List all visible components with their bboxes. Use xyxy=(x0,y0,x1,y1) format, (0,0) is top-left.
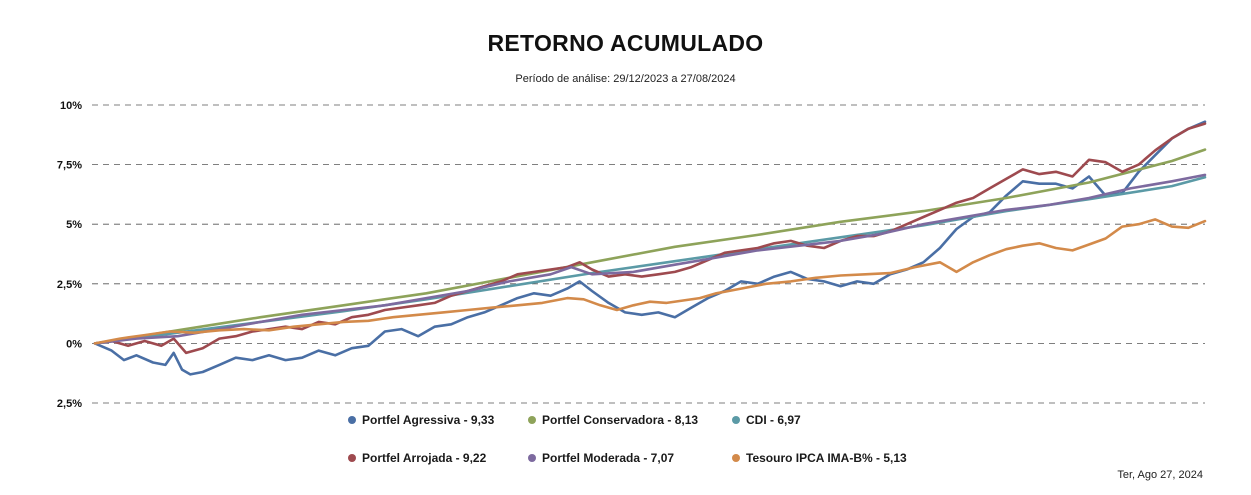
y-tick-label: 2,5% xyxy=(57,398,82,410)
series-line-1[interactable] xyxy=(93,148,1207,345)
legend-label: Portfel Arrojada - 9,22 xyxy=(362,451,487,465)
y-axis-ticks: 10% 7,5% 5% 2,5% 0% 2,5% xyxy=(57,100,82,410)
legend-item-cdi[interactable]: CDI - 6,97 xyxy=(732,413,801,427)
series-line-2[interactable] xyxy=(93,175,1207,345)
y-tick-label: 0% xyxy=(66,338,82,350)
y-tick-label: 2,5% xyxy=(57,279,82,291)
series-line-4[interactable] xyxy=(93,173,1207,345)
footer-date: Ter, Ago 27, 2024 xyxy=(1117,469,1203,481)
legend-item-tesouro-ipca[interactable]: Tesouro IPCA IMA-B% - 5,13 xyxy=(732,451,907,465)
legend-dot-icon xyxy=(528,454,536,462)
grid-lines xyxy=(92,104,1205,404)
legend-label: Portfel Moderada - 7,07 xyxy=(542,451,675,465)
legend-item-portfel-agressiva[interactable]: Portfel Agressiva - 9,33 xyxy=(348,413,494,427)
legend-item-portfel-conservadora[interactable]: Portfel Conservadora - 8,13 xyxy=(528,413,698,427)
chart-title: RETORNO ACUMULADO xyxy=(487,30,764,56)
legend-label: Tesouro IPCA IMA-B% - 5,13 xyxy=(746,451,907,465)
series-line-3[interactable] xyxy=(93,122,1207,355)
legend-dot-icon xyxy=(348,416,356,424)
series-line-5[interactable] xyxy=(93,218,1207,345)
legend-item-portfel-arrojada[interactable]: Portfel Arrojada - 9,22 xyxy=(348,451,486,465)
legend-dot-icon xyxy=(732,454,740,462)
legend-dot-icon xyxy=(348,454,356,462)
y-tick-label: 5% xyxy=(66,219,82,231)
legend-dot-icon xyxy=(528,416,536,424)
legend-label: Portfel Conservadora - 8,13 xyxy=(542,413,699,427)
series-line-0[interactable] xyxy=(93,120,1207,376)
legend-label: CDI - 6,97 xyxy=(746,413,801,427)
legend-dot-icon xyxy=(732,416,740,424)
y-tick-label: 10% xyxy=(60,100,82,112)
legend-item-portfel-moderada[interactable]: Portfel Moderada - 7,07 xyxy=(528,451,674,465)
y-tick-label: 7,5% xyxy=(57,160,82,172)
chart-subtitle: Período de análise: 29/12/2023 a 27/08/2… xyxy=(515,73,736,85)
legend-label: Portfel Agressiva - 9,33 xyxy=(362,413,495,427)
series-lines xyxy=(93,120,1207,376)
